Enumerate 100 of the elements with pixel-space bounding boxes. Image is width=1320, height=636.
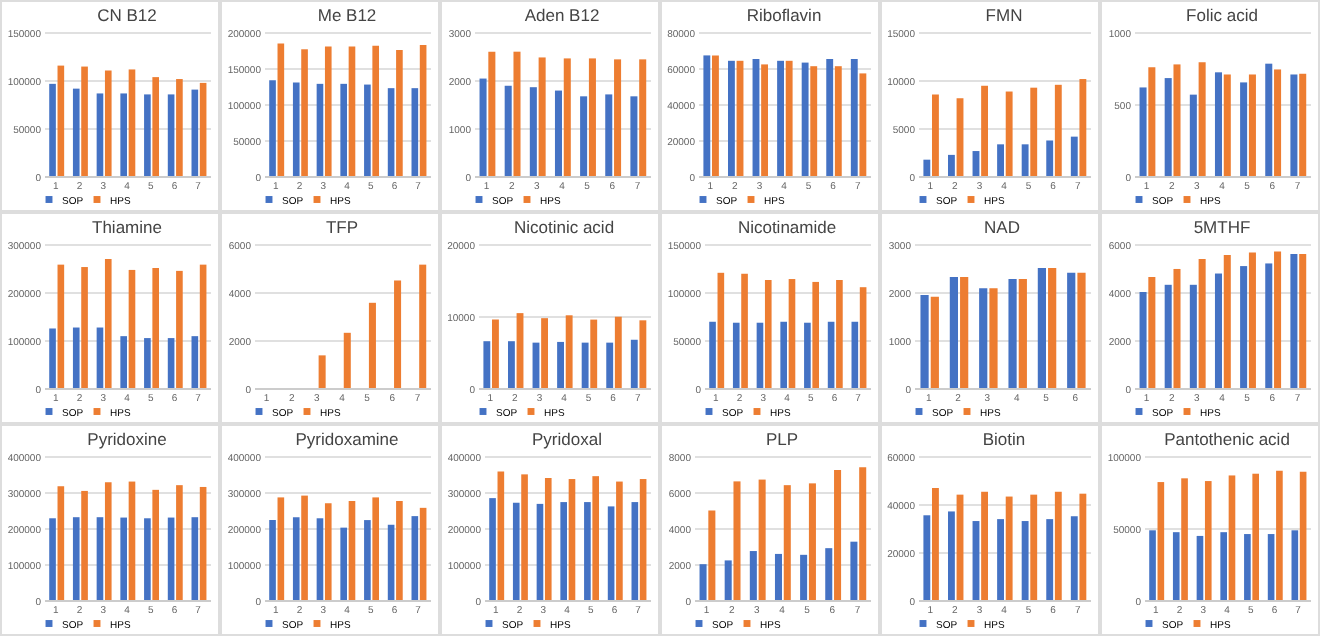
bar	[997, 144, 1004, 176]
bar	[568, 479, 576, 600]
bar	[1252, 473, 1260, 600]
bar	[947, 511, 955, 600]
bar	[104, 258, 112, 388]
bar	[639, 320, 647, 388]
bar	[128, 269, 136, 388]
bar	[733, 481, 741, 600]
bar	[152, 489, 160, 600]
bar	[128, 481, 136, 600]
bar	[538, 57, 546, 176]
bar	[396, 501, 403, 600]
bar	[1291, 530, 1299, 600]
bar	[492, 319, 499, 388]
bar	[1048, 268, 1057, 388]
bar	[1223, 255, 1231, 388]
bar	[348, 46, 356, 176]
bar	[144, 338, 151, 388]
bar	[536, 503, 544, 600]
bar	[859, 287, 867, 388]
bar	[614, 59, 622, 176]
bar	[96, 327, 104, 388]
chart-title: FMN	[985, 5, 1023, 25]
bar	[1223, 74, 1231, 176]
bar	[783, 485, 791, 600]
chart-title: Riboflavin	[746, 5, 822, 25]
bar	[72, 517, 80, 600]
bar	[489, 498, 496, 600]
bar	[923, 159, 931, 176]
bar	[1198, 258, 1206, 388]
bar	[1018, 279, 1027, 388]
bar	[1274, 69, 1282, 176]
bar	[176, 485, 183, 600]
bar	[368, 302, 376, 388]
bar	[1290, 254, 1298, 388]
bar	[1240, 82, 1248, 176]
bar	[507, 341, 515, 388]
bar	[411, 516, 419, 600]
bar	[1008, 279, 1017, 388]
chart-title: NAD	[984, 217, 1020, 237]
bar	[1299, 471, 1307, 600]
bar	[756, 322, 764, 388]
bar	[49, 328, 56, 388]
bar	[834, 66, 842, 176]
bar	[1164, 284, 1172, 388]
bar	[324, 46, 332, 176]
bar	[1021, 521, 1029, 600]
bar	[930, 296, 939, 388]
bar	[419, 264, 427, 388]
bar	[521, 474, 528, 600]
bar	[340, 527, 347, 600]
bar	[57, 65, 65, 176]
bar	[1299, 254, 1307, 388]
bar	[96, 93, 104, 176]
bar	[800, 554, 808, 600]
bar	[708, 510, 716, 600]
bar	[727, 60, 735, 176]
bar	[1054, 491, 1062, 600]
bar	[513, 51, 521, 176]
bar	[639, 59, 647, 176]
bar	[1067, 272, 1076, 388]
bar	[1196, 535, 1204, 600]
bar	[741, 273, 748, 388]
bar	[541, 318, 549, 388]
bar	[630, 339, 638, 388]
bar	[57, 486, 65, 600]
bar	[1037, 268, 1046, 388]
bar	[949, 277, 958, 388]
chart-title: Pantothenic acid	[1164, 429, 1291, 449]
bar	[639, 479, 647, 600]
bar	[812, 281, 820, 388]
bar	[630, 96, 638, 176]
bar	[1148, 277, 1156, 388]
bar	[1244, 534, 1251, 600]
bar	[581, 342, 589, 388]
bar	[590, 319, 598, 388]
chart-title: Nicotinic acid	[513, 217, 615, 237]
bar	[1070, 516, 1078, 600]
bar	[724, 560, 732, 600]
bar	[269, 80, 276, 176]
bar	[607, 506, 615, 600]
bar	[292, 82, 300, 176]
bar	[699, 564, 707, 600]
bar	[732, 322, 740, 388]
chart-title: Folic acid	[1186, 5, 1259, 25]
bar	[920, 294, 929, 388]
bar	[859, 73, 867, 176]
bar	[614, 316, 622, 388]
bar	[981, 491, 989, 600]
bar	[1204, 481, 1212, 600]
bar	[1276, 470, 1283, 600]
bar	[717, 272, 725, 388]
bar	[605, 94, 613, 176]
bar	[396, 50, 403, 176]
bar	[825, 548, 833, 600]
bar	[989, 288, 998, 388]
bar	[1214, 273, 1222, 388]
bar	[947, 154, 955, 176]
bar	[1248, 252, 1256, 388]
bar	[780, 321, 787, 388]
